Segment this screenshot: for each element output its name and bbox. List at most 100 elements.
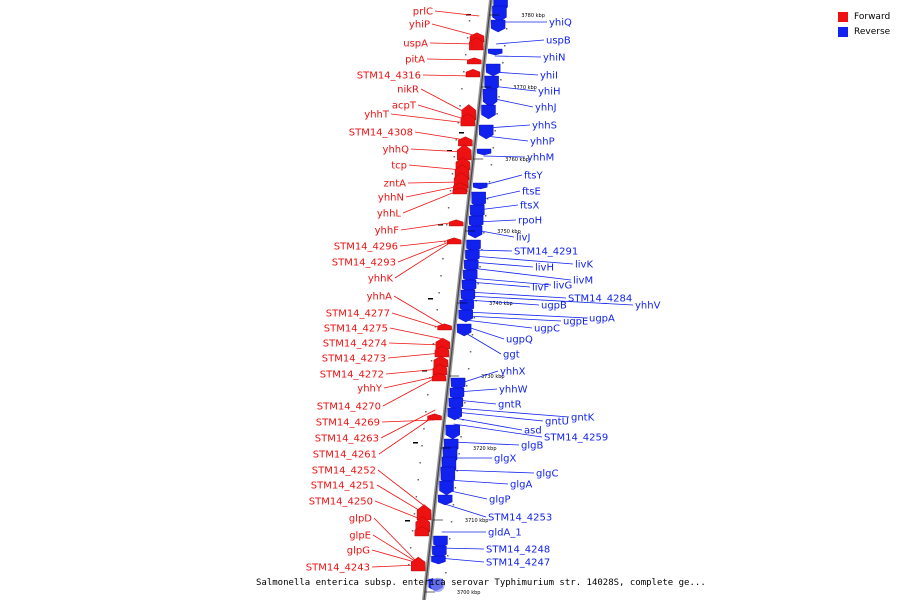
gene-label-forward: STM14_4273 (322, 354, 386, 365)
label-leader (400, 221, 457, 231)
reverse-gene-glyph (431, 555, 446, 565)
feature-dot (415, 496, 418, 498)
label-leader (372, 534, 419, 564)
label-leader (471, 261, 534, 268)
gene-label-forward: prlC (413, 7, 433, 18)
label-leader (371, 564, 418, 568)
feature-dot (417, 479, 420, 481)
gene-label-forward: yhhK (368, 274, 394, 285)
label-leader (420, 88, 469, 115)
gene-label-forward: STM14_4316 (357, 71, 421, 82)
label-leader (475, 229, 515, 238)
feature-dash (459, 132, 464, 134)
feature-dash (438, 224, 443, 226)
label-leader (417, 104, 468, 121)
feature-dot (450, 521, 453, 523)
legend-item-forward: Forward (838, 9, 890, 24)
gene-label-reverse: ugpQ (506, 335, 533, 346)
feature-dot (490, 164, 493, 166)
label-leader (456, 399, 497, 405)
label-leader (465, 319, 533, 329)
gene-label-reverse: yhhS (532, 121, 557, 132)
reverse-gene-glyph (456, 323, 472, 337)
gene-label-forward: glpG (347, 546, 370, 557)
gene-label-reverse: STM14_4259 (544, 433, 608, 444)
kbp-tick-label: 3700 kbp (457, 590, 481, 596)
gene-label-reverse: ggt (503, 350, 520, 361)
feature-dot (436, 309, 438, 311)
label-leader (457, 388, 498, 393)
gene-label-reverse: yhhP (530, 137, 555, 148)
feature-dot (471, 334, 474, 336)
label-leader (389, 327, 444, 340)
label-leader (472, 255, 574, 265)
feature-dot (440, 275, 442, 277)
label-leader (394, 239, 455, 279)
feature-dot (454, 487, 457, 489)
gene-label-reverse: yhiH (538, 87, 561, 98)
label-leader (408, 164, 463, 171)
label-leader (402, 189, 460, 214)
feature-dot (430, 360, 433, 362)
feature-dot (452, 504, 455, 506)
label-leader (410, 148, 465, 153)
feature-dot (469, 351, 472, 353)
feature-dot (505, 28, 508, 30)
label-leader (407, 181, 461, 184)
label-leader (447, 479, 509, 485)
feature-dot (409, 547, 412, 549)
gene-label-forward: tcp (391, 161, 407, 172)
feature-dot (503, 45, 506, 47)
kbp-tick-label: 3740 kbp (489, 301, 513, 307)
gene-label-reverse: STM14_4247 (486, 558, 550, 569)
forward-gene-glyph (434, 345, 450, 358)
feature-dot (481, 249, 483, 251)
label-leader (455, 407, 570, 418)
gene-label-reverse: livG (553, 281, 572, 292)
feature-dot (447, 555, 449, 557)
label-leader (494, 55, 542, 58)
forward-gene-glyph (457, 144, 472, 161)
gene-label-reverse: livJ (516, 233, 530, 244)
feature-dot (467, 368, 470, 370)
feature-dot (432, 343, 435, 345)
label-leader (469, 277, 552, 286)
reverse-gene-glyph (467, 225, 483, 239)
legend-label: Forward (854, 11, 891, 22)
gene-label-forward: uspA (403, 39, 428, 50)
gene-label-reverse: ugpE (563, 317, 588, 328)
gene-label-forward: yhhA (367, 292, 393, 303)
label-leader (465, 315, 562, 322)
gene-label-reverse: glgX (494, 454, 516, 465)
gene-label-reverse: asd (524, 426, 542, 437)
label-leader (399, 239, 455, 247)
gene-label-reverse: yhhX (500, 367, 526, 378)
feature-dot (488, 181, 491, 183)
label-leader (388, 342, 443, 346)
label-leader (429, 42, 477, 45)
label-leader (491, 85, 537, 92)
feature-dash (428, 298, 433, 300)
gene-label-forward: nikR (397, 85, 419, 96)
feature-dot (468, 20, 471, 22)
gene-label-forward: STM14_4252 (312, 466, 376, 477)
kbp-tick-label: 3710 kbp (465, 518, 489, 524)
label-leader (444, 503, 487, 518)
label-leader (467, 295, 634, 306)
label-leader (448, 469, 535, 474)
label-leader (422, 74, 473, 77)
forward-gene-glyph (431, 373, 447, 382)
label-leader (438, 557, 485, 563)
feature-dot (500, 79, 502, 81)
feature-dot (457, 122, 459, 124)
gene-label-reverse: STM14_4291 (514, 247, 578, 258)
feature-dot (483, 232, 485, 234)
feature-dot (445, 224, 448, 226)
kbp-tick-label: 3720 kbp (473, 446, 497, 452)
label-leader (463, 331, 502, 355)
label-leader (405, 185, 461, 198)
label-leader (483, 155, 526, 158)
gene-label-reverse: yhiI (540, 71, 558, 82)
gene-label-forward: yhhN (378, 193, 404, 204)
label-leader (377, 469, 425, 507)
